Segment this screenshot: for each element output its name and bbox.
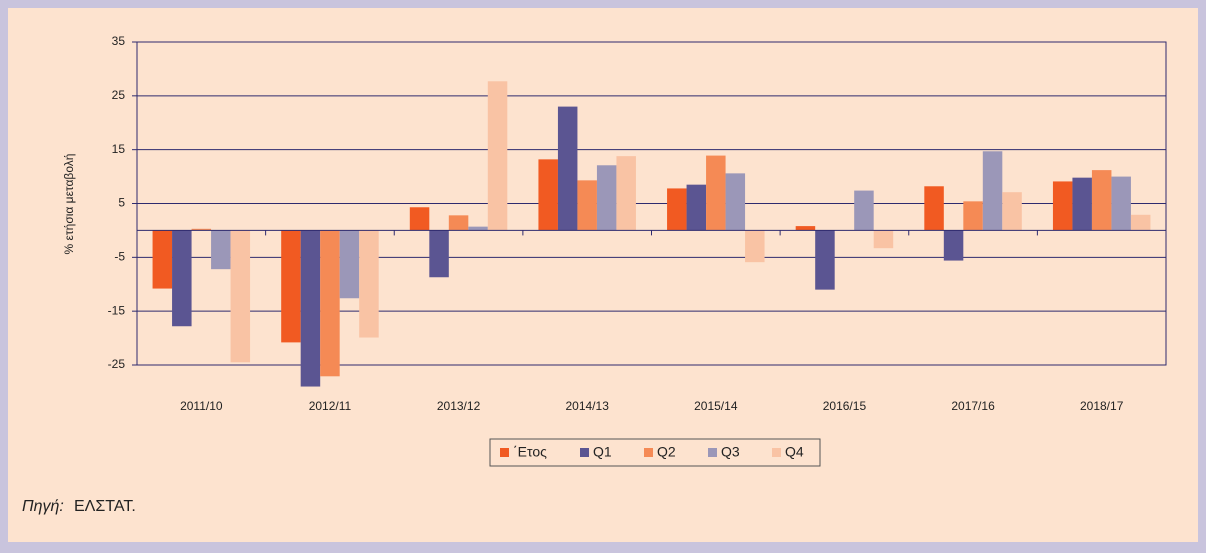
bar xyxy=(854,190,874,231)
legend-label: Q1 xyxy=(593,444,612,460)
bar xyxy=(487,81,508,231)
bar xyxy=(359,230,379,338)
legend-label: Q2 xyxy=(657,444,676,460)
y-tick-label: 5 xyxy=(118,196,125,210)
bar xyxy=(152,230,173,289)
bar xyxy=(924,186,944,231)
bar xyxy=(172,230,192,327)
legend-swatch xyxy=(580,448,589,457)
legend-swatch xyxy=(772,448,781,457)
x-tick-label: 2011/10 xyxy=(180,399,223,413)
bar xyxy=(230,230,251,363)
y-tick-label: 25 xyxy=(112,88,126,102)
x-tick-label: 2013/12 xyxy=(437,399,481,413)
bar xyxy=(191,228,212,231)
bar xyxy=(300,230,321,387)
bar xyxy=(1091,170,1112,231)
bar xyxy=(667,188,687,231)
x-tick-label: 2018/17 xyxy=(1080,399,1124,413)
bar xyxy=(616,156,636,231)
bar xyxy=(873,230,894,249)
legend-label: Q3 xyxy=(721,444,740,460)
source: ΕΛΣΤΑΤ. xyxy=(74,498,136,515)
bar xyxy=(281,230,301,343)
x-tick-label: 2017/16 xyxy=(951,399,995,413)
bar xyxy=(596,165,617,231)
bar xyxy=(320,230,340,377)
bar xyxy=(963,201,983,231)
bar xyxy=(815,230,835,290)
legend-label: ΄Ετος xyxy=(513,444,547,460)
bar xyxy=(538,159,558,231)
source-label: Πηγή: xyxy=(22,498,64,515)
bar xyxy=(745,230,765,263)
legend-swatch xyxy=(500,448,509,457)
bar xyxy=(211,230,231,270)
y-tick-label: -5 xyxy=(114,250,125,264)
bar xyxy=(409,207,430,231)
bar xyxy=(1111,176,1131,231)
y-tick-label: -25 xyxy=(108,357,126,371)
bar xyxy=(1130,214,1151,231)
bar xyxy=(725,173,746,231)
bar xyxy=(557,106,578,231)
x-tick-label: 2014/13 xyxy=(565,399,609,413)
y-axis-label: % ετήσια μεταβολή xyxy=(62,154,76,255)
bar xyxy=(686,184,707,231)
bar xyxy=(577,180,597,231)
legend-box xyxy=(489,438,821,467)
bar xyxy=(339,230,360,299)
y-tick-label: 35 xyxy=(112,34,126,48)
x-tick-label: 2016/15 xyxy=(823,399,867,413)
x-tick-label: 2012/11 xyxy=(309,399,352,413)
legend-label: Q4 xyxy=(785,444,804,460)
y-tick-label: 15 xyxy=(112,142,126,156)
bar xyxy=(429,230,449,278)
bar xyxy=(706,155,726,231)
bar xyxy=(943,230,964,261)
bar xyxy=(795,226,816,231)
bar xyxy=(982,151,1003,231)
bar xyxy=(468,226,488,231)
bar xyxy=(1072,177,1092,231)
legend-swatch xyxy=(644,448,653,457)
legend-swatch xyxy=(708,448,717,457)
bar xyxy=(448,215,469,231)
y-tick-label: -15 xyxy=(108,303,126,317)
bar xyxy=(1052,181,1073,231)
bar xyxy=(1002,192,1022,231)
x-tick-label: 2015/14 xyxy=(694,399,738,413)
